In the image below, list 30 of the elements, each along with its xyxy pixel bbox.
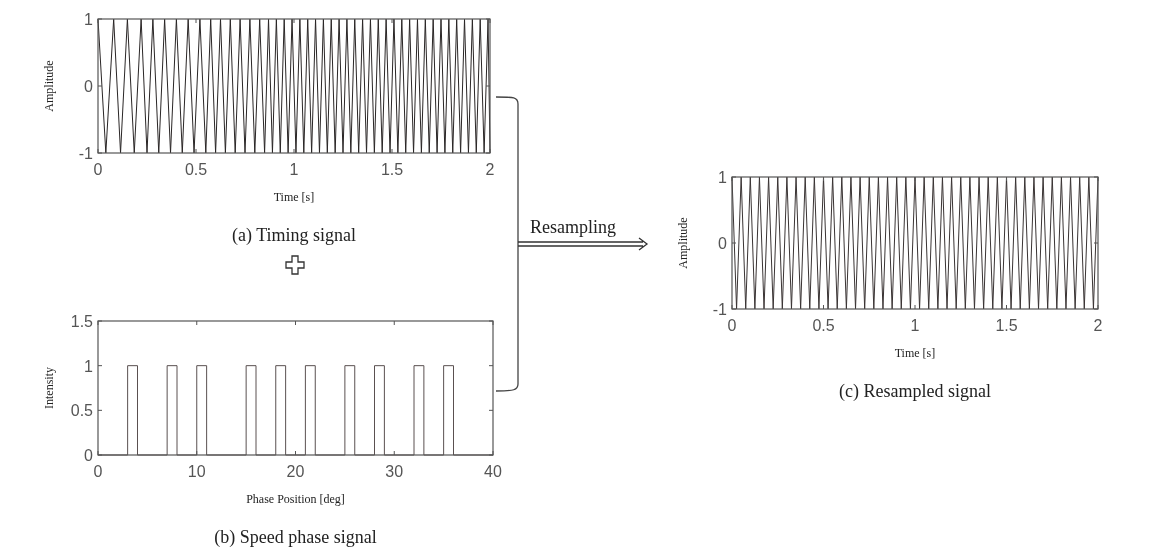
y-tick-label: 0	[718, 235, 728, 252]
x-tick-label: 0.5	[184, 161, 208, 178]
text: (c) Resampled signal	[839, 381, 991, 402]
x-tick-label: 2	[485, 161, 495, 178]
y-tick-label: 0	[84, 447, 94, 464]
x-tick-label: 1.5	[380, 161, 404, 178]
y-tick-label: 0.5	[70, 402, 94, 420]
x-tick-label: 2	[1093, 317, 1103, 334]
x-tick-label: 10	[187, 463, 206, 480]
x-tick-label: 40	[484, 463, 502, 480]
x-tick-label: 30	[385, 463, 404, 480]
x-tick-label: 1	[910, 317, 920, 334]
y-axis-title: Intensity	[42, 367, 56, 409]
x-axis-title: Phase Position [deg]	[246, 492, 345, 506]
x-tick-label: 1.5	[995, 317, 1018, 334]
text: (b) Speed phase signal	[214, 527, 377, 548]
y-tick-label: 1	[84, 11, 94, 28]
y-tick-label: -1	[712, 301, 728, 318]
x-axis-title: Time [s]	[894, 346, 936, 360]
text: (a) Timing signal	[231, 225, 357, 246]
y-axis-title: Amplitude	[676, 217, 690, 269]
y-tick-label: -1	[78, 145, 94, 162]
y-axis-title: Amplitude	[42, 60, 56, 112]
x-axis-title: Time [s]	[273, 190, 315, 204]
x-tick-label: 0.5	[812, 317, 835, 334]
y-tick-label: 1	[84, 357, 94, 375]
text: Resampling	[530, 217, 616, 237]
x-tick-label: 1	[289, 161, 299, 178]
y-tick-label: 0	[84, 78, 94, 95]
x-tick-label: 20	[286, 463, 305, 480]
